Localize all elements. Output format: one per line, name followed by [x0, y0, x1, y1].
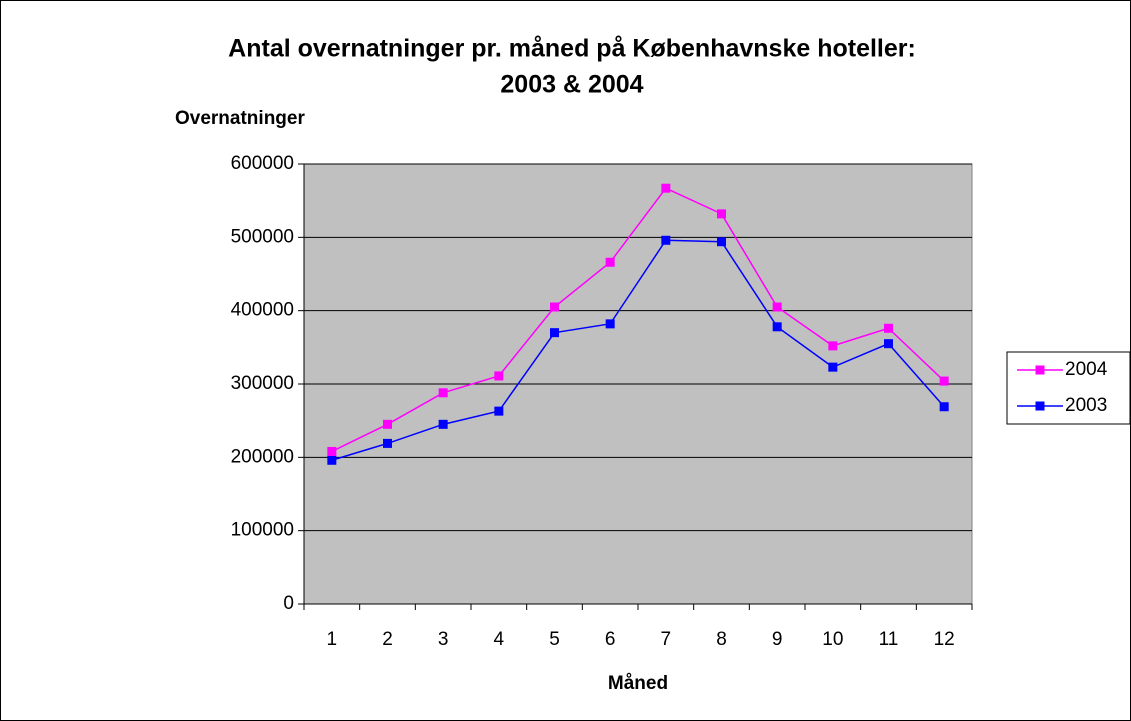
marker [661, 235, 671, 245]
marker [661, 183, 671, 193]
marker [772, 302, 782, 312]
marker [828, 362, 838, 372]
marker [939, 402, 949, 412]
x-tick-label: 3 [438, 629, 449, 650]
chart-title: Antal overnatninger pr. måned på Københa… [228, 35, 916, 63]
marker [828, 341, 838, 351]
x-axis-label: Måned [608, 673, 668, 694]
y-tick-label: 0 [283, 593, 294, 614]
legend-marker [1035, 365, 1045, 375]
marker [884, 323, 893, 333]
legend-label: 2004 [1065, 359, 1108, 380]
legend [1006, 351, 1131, 425]
marker [438, 388, 448, 398]
legend-marker [1035, 401, 1045, 411]
chart-title: 2003 & 2004 [500, 71, 643, 99]
y-tick-label: 300000 [231, 373, 294, 394]
y-tick-label: 500000 [231, 226, 294, 247]
x-tick-label: 4 [494, 629, 505, 650]
marker [605, 257, 615, 267]
marker [327, 455, 337, 465]
marker [494, 371, 504, 381]
marker [717, 237, 726, 247]
series-line [331, 239, 945, 461]
legend-label: 2003 [1065, 395, 1107, 416]
marker [383, 438, 392, 448]
marker [884, 339, 893, 349]
marker [383, 419, 392, 429]
marker [327, 446, 337, 456]
marker [494, 406, 504, 416]
marker [605, 319, 615, 329]
marker [438, 419, 448, 429]
x-tick-label: 7 [661, 629, 672, 650]
marker [717, 209, 726, 219]
marker [772, 322, 782, 332]
y-tick-label: 200000 [231, 446, 294, 467]
x-tick-label: 1 [327, 629, 338, 650]
x-tick-label: 9 [772, 629, 783, 650]
x-tick-label: 5 [549, 629, 560, 650]
y-tick-label: 400000 [231, 300, 294, 321]
y-axis-label: Overnatninger [175, 108, 305, 129]
marker [550, 302, 559, 312]
x-tick-label: 11 [879, 629, 899, 650]
y-tick-label: 100000 [231, 520, 294, 541]
x-tick-label: 8 [716, 629, 727, 650]
x-tick-label: 6 [605, 629, 616, 650]
x-tick-label: 2 [382, 629, 393, 650]
x-tick-label: 12 [934, 629, 955, 650]
marker [939, 376, 949, 386]
series-line [331, 187, 945, 453]
marker [550, 328, 559, 338]
x-tick-label: 10 [822, 629, 843, 650]
y-tick-label: 600000 [231, 153, 294, 174]
